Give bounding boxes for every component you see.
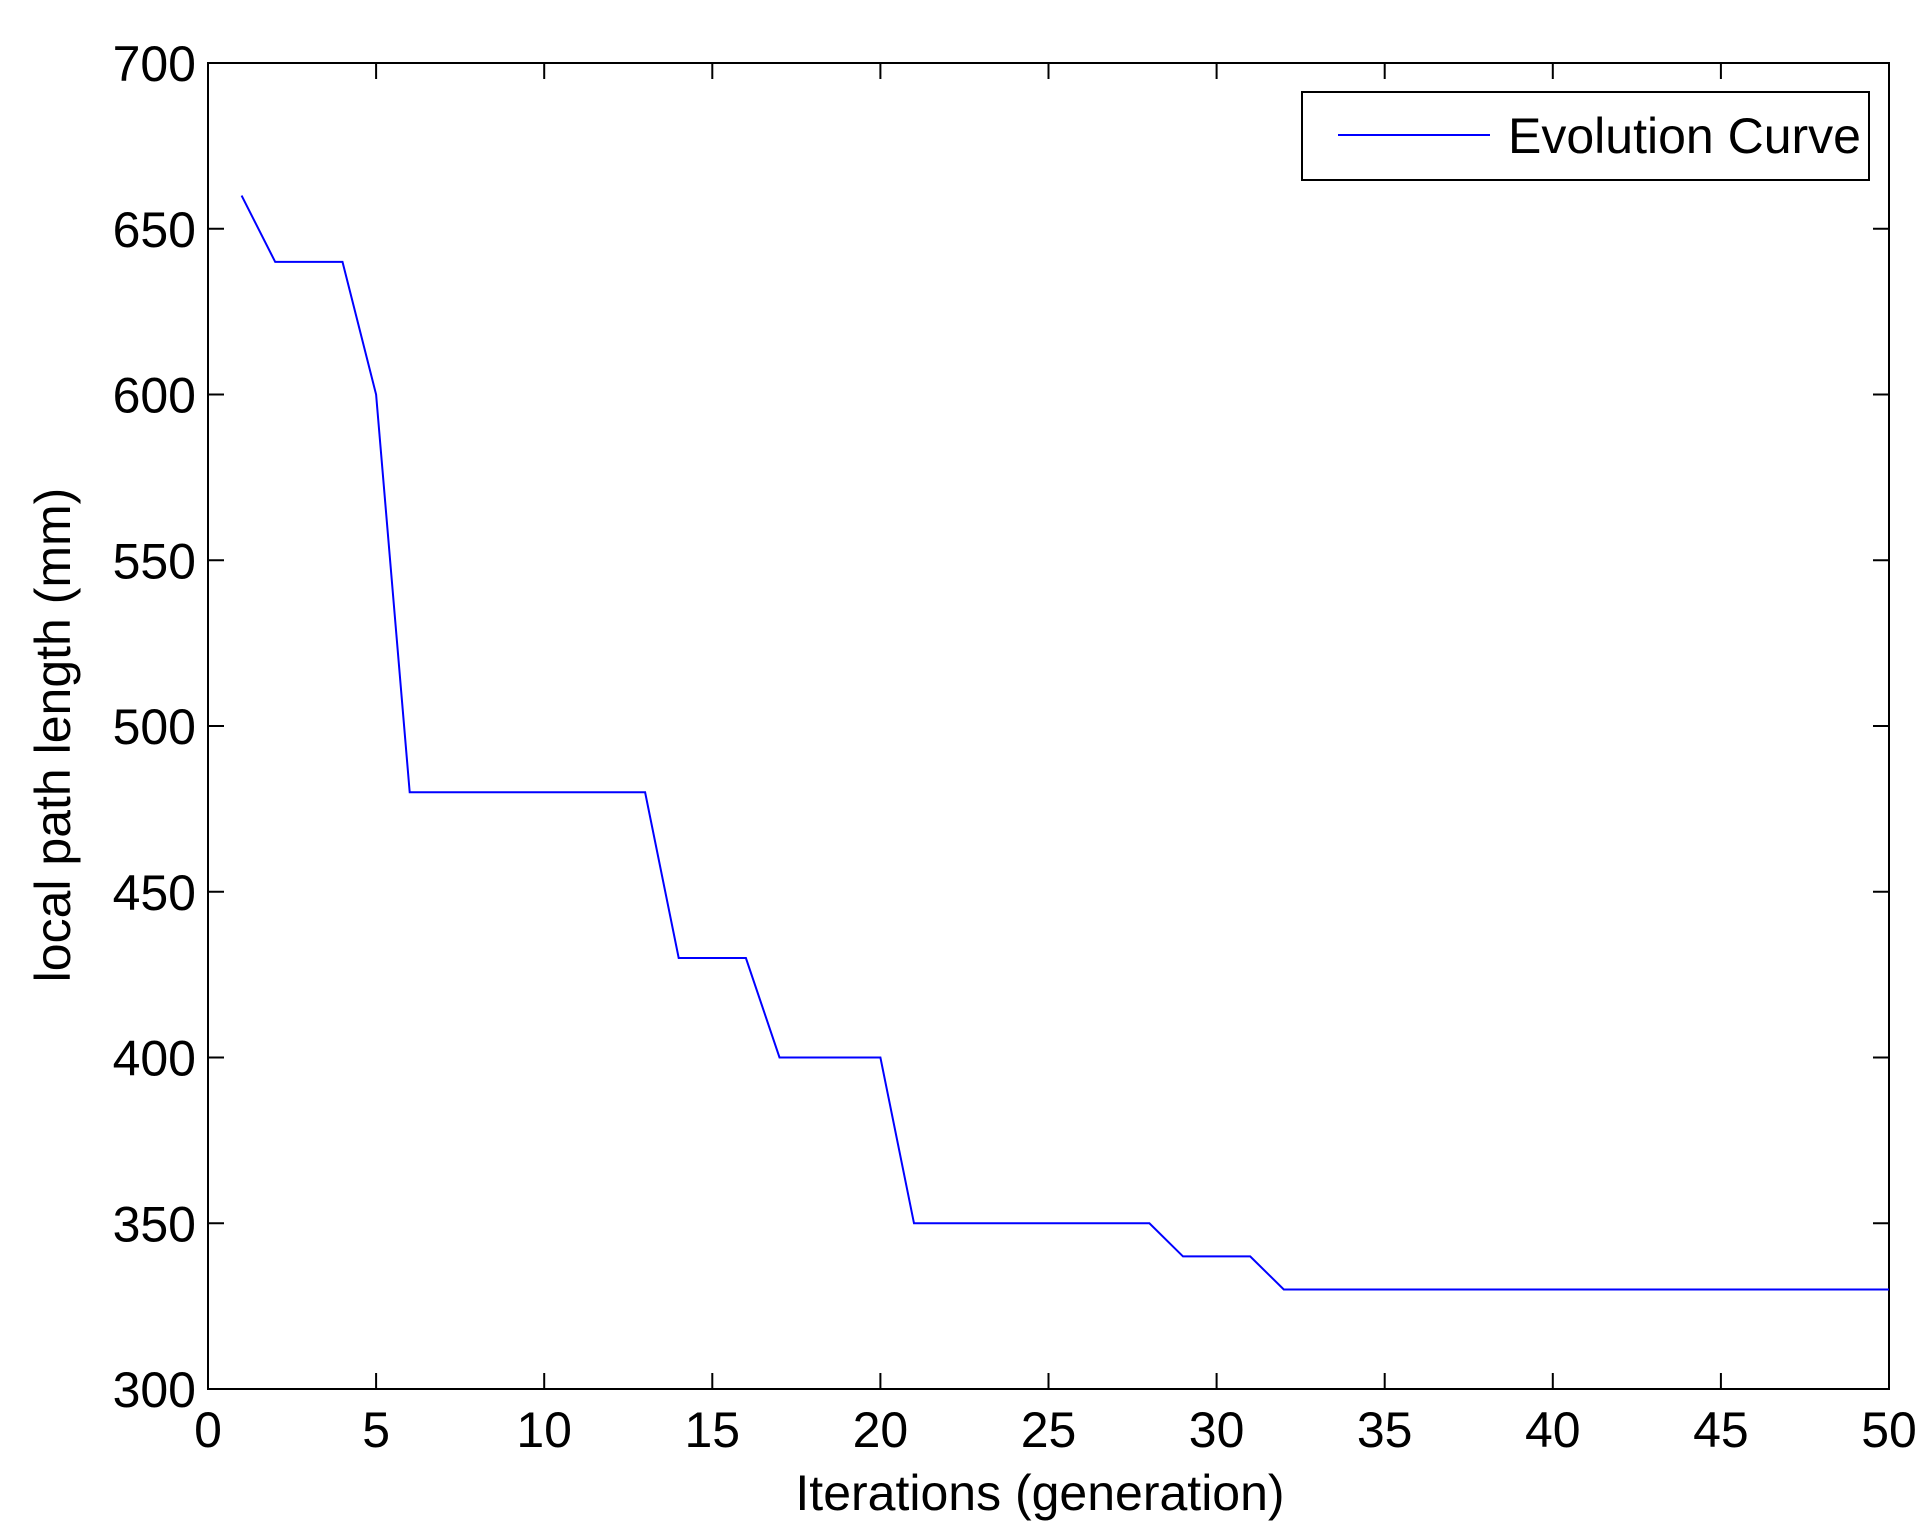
x-tick-label: 35	[1357, 1402, 1413, 1458]
y-tick-label: 700	[113, 36, 196, 92]
legend-label: Evolution Curve	[1508, 108, 1861, 164]
axes-box	[207, 62, 1890, 1390]
tick-labels: 0 5 10 15 20 25 30 35 40 45 50 300 350 400 450 500 550 60…	[113, 36, 1917, 1458]
y-tick-label: 600	[113, 368, 196, 424]
x-tick-label: 0	[194, 1402, 222, 1458]
y-tick-label: 550	[113, 533, 196, 589]
x-axis-label: Iterations (generation)	[795, 1465, 1284, 1521]
y-tick-label: 500	[113, 699, 196, 755]
y-tick-label: 350	[113, 1196, 196, 1252]
x-tick-label: 50	[1861, 1402, 1917, 1458]
x-tick-label: 40	[1525, 1402, 1581, 1458]
x-tick-label: 15	[684, 1402, 740, 1458]
x-tick-label: 45	[1693, 1402, 1749, 1458]
plot-area	[207, 62, 1890, 1390]
axis-ticks	[207, 62, 1890, 1390]
y-axis-label: local path length (mm)	[25, 488, 81, 983]
x-tick-label: 10	[516, 1402, 572, 1458]
y-tick-label: 450	[113, 865, 196, 921]
series-line	[240, 195, 1889, 1291]
legend: Evolution Curve	[1301, 91, 1870, 181]
y-tick-label: 650	[113, 202, 196, 258]
y-tick-label: 400	[113, 1031, 196, 1087]
x-tick-label: 5	[362, 1402, 390, 1458]
x-tick-label: 25	[1021, 1402, 1077, 1458]
x-tick-label: 30	[1189, 1402, 1245, 1458]
x-tick-label: 20	[853, 1402, 909, 1458]
y-tick-label: 300	[113, 1362, 196, 1418]
